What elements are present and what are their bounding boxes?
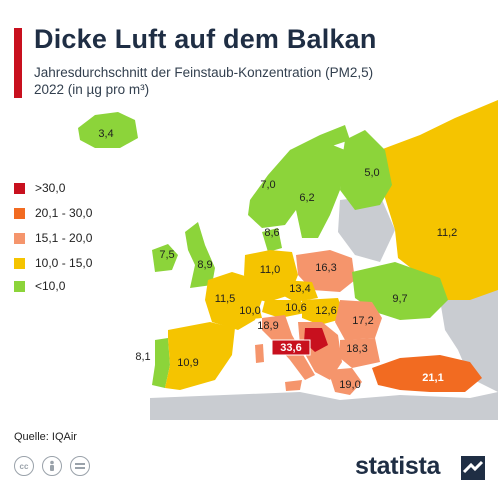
country-irland — [152, 244, 178, 272]
country-oesterreich — [262, 300, 310, 318]
value-label-deutschland: 11,0 — [260, 264, 281, 276]
subtitle-line-2: 2022 (in µg pro m³) — [34, 82, 150, 97]
land-no-data-north-africa — [150, 392, 498, 420]
nd-icon[interactable] — [70, 456, 90, 476]
legend-label: 20,1 - 30,0 — [35, 206, 93, 220]
legend-label: >30,0 — [35, 181, 66, 195]
country-finnland — [340, 130, 392, 210]
land-no-data-east — [440, 290, 498, 392]
highlight-box-bosnien-und-herzegowina — [271, 339, 311, 356]
value-label-oesterreich: 10,6 — [285, 302, 306, 314]
subtitle: Jahresdurchschnitt der Feinstaub-Konzent… — [34, 64, 373, 98]
value-label-finnland: 5,0 — [364, 167, 379, 179]
country-tuerkei — [372, 355, 482, 392]
value-label-ukraine: 9,7 — [392, 293, 407, 305]
value-label-rumaenien: 17,2 — [352, 315, 373, 327]
country-vereinigtes-koenigreich — [185, 222, 215, 288]
value-labels: 3,4 7,0 6,2 5,0 11,2 7,5 8,9 8,6 11,0 16,3 13,4 9,7… — [98, 128, 457, 391]
legend-swatch — [14, 232, 25, 244]
country-griechenland — [328, 368, 362, 395]
value-label-polen: 16,3 — [315, 262, 336, 274]
island-sizilien — [285, 380, 302, 391]
value-label-italien: 18,9 — [257, 320, 278, 332]
country-schweden — [290, 140, 345, 238]
legend-item: 20,1 - 30,0 — [14, 205, 92, 221]
legend-label: 10,0 - 15,0 — [35, 256, 93, 270]
island-sardinien — [255, 344, 264, 363]
legend-swatch — [14, 280, 25, 292]
legend-swatch — [14, 257, 25, 269]
value-label-spanien: 10,9 — [177, 357, 198, 369]
value-label-tuerkei: 21,1 — [422, 372, 443, 384]
statista-logo-icon[interactable] — [461, 456, 485, 480]
legend-swatch — [14, 207, 25, 219]
accent-bar — [14, 28, 22, 98]
value-label-vereinigtes-koenigreich: 8,9 — [197, 259, 212, 271]
by-icon[interactable] — [42, 456, 62, 476]
legend-label: <10,0 — [35, 279, 66, 293]
country-daenemark — [262, 228, 282, 252]
country-ukraine — [352, 262, 448, 320]
value-label-schweden: 6,2 — [299, 192, 314, 204]
country-portugal — [152, 338, 170, 388]
value-label-bosnien-und-herzegowina: 33,6 — [280, 342, 301, 354]
cc-icon[interactable]: cc — [14, 456, 34, 476]
value-label-norwegen: 7,0 — [260, 179, 275, 191]
country-island — [78, 112, 138, 148]
legend-swatch — [14, 182, 25, 194]
value-label-daenemark: 8,6 — [264, 227, 279, 239]
country-bulgarien — [340, 338, 380, 368]
country-norwegen — [248, 125, 350, 228]
legend-item: >30,0 — [14, 180, 65, 196]
subtitle-line-1: Jahresdurchschnitt der Feinstaub-Konzent… — [34, 65, 374, 80]
page-title: Dicke Luft auf dem Balkan — [34, 24, 377, 54]
legend-label: 15,1 - 20,0 — [35, 231, 93, 245]
value-label-irland: 7,5 — [159, 249, 174, 261]
value-label-island: 3,4 — [98, 128, 113, 140]
value-label-ungarn: 12,6 — [315, 305, 336, 317]
legend-item: 10,0 - 15,0 — [14, 255, 92, 271]
country-polen — [296, 250, 355, 292]
value-label-frankreich: 11,5 — [215, 293, 236, 305]
source-note: Quelle: IQAir — [14, 431, 77, 443]
value-label-schweiz: 10,0 — [239, 305, 260, 317]
country-spanien — [165, 322, 235, 390]
value-label-russland: 11,2 — [437, 227, 458, 239]
legend-item: <10,0 — [14, 278, 65, 294]
country-ungarn — [302, 298, 345, 325]
country-russland — [375, 100, 498, 300]
country-rumaenien — [335, 300, 382, 340]
value-label-portugal: 8,1 — [135, 351, 150, 363]
country-schweiz — [236, 302, 262, 320]
country-tschechien — [282, 280, 318, 302]
value-label-bulgarien: 18,3 — [346, 343, 367, 355]
legend-item: 15,1 - 20,0 — [14, 230, 92, 246]
value-label-griechenland: 19,0 — [339, 379, 360, 391]
brand-logo-text[interactable]: statista — [355, 452, 441, 480]
value-label-tschechien: 13,4 — [289, 283, 310, 295]
land-no-data-baltic — [338, 195, 395, 262]
